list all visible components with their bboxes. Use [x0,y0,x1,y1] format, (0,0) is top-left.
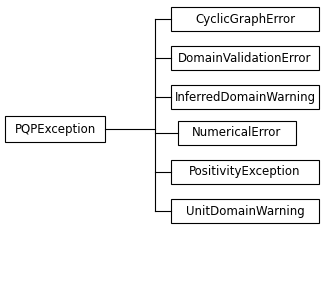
FancyBboxPatch shape [178,121,296,145]
FancyBboxPatch shape [171,7,319,31]
Text: PositivityException: PositivityException [189,166,301,179]
FancyBboxPatch shape [171,160,319,184]
FancyBboxPatch shape [5,116,105,142]
Text: CyclicGraphError: CyclicGraphError [195,12,295,25]
Text: UnitDomainWarning: UnitDomainWarning [186,205,305,218]
FancyBboxPatch shape [171,85,319,109]
Text: PQPException: PQPException [14,123,96,136]
FancyBboxPatch shape [171,46,319,70]
Text: InferredDomainWarning: InferredDomainWarning [175,91,316,104]
Text: DomainValidationError: DomainValidationError [178,52,312,65]
FancyBboxPatch shape [171,199,319,223]
Text: NumericalError: NumericalError [192,127,282,140]
